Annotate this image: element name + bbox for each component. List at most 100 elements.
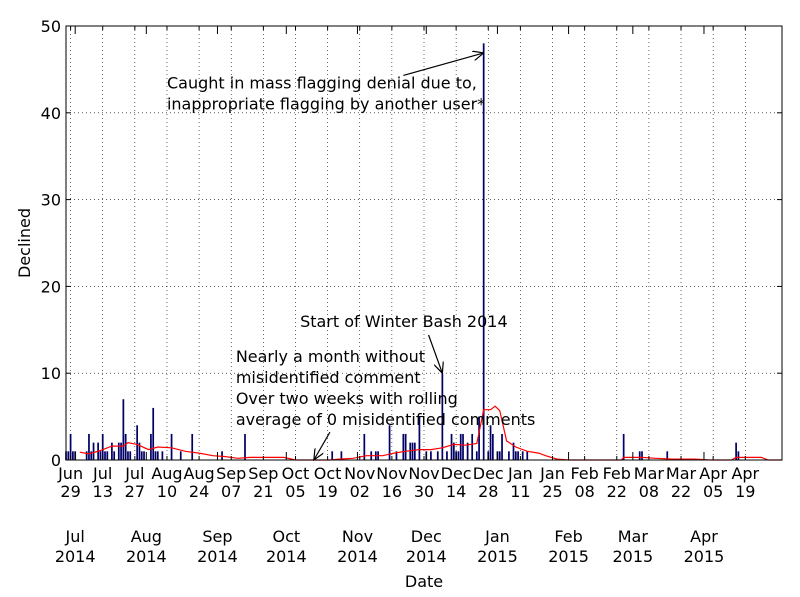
bar xyxy=(120,442,122,460)
bar xyxy=(88,433,90,460)
bar xyxy=(340,451,343,460)
y-tick-label: 50 xyxy=(41,17,61,36)
x-minor-tick-label-line: Jul xyxy=(92,464,112,483)
x-major-tick-label-line: 2014 xyxy=(126,547,167,566)
x-major-tick-label-line: 2014 xyxy=(197,547,238,566)
x-minor-tick-label-line: 02 xyxy=(350,482,370,501)
x-major-tick-label: Aug 2014 xyxy=(126,527,167,566)
x-major-tick-label-line: Nov xyxy=(342,527,373,546)
bar xyxy=(450,433,453,460)
annotation-text-line: misidentified comment xyxy=(236,368,421,387)
annotation-text-line: Start of Winter Bash 2014 xyxy=(300,312,508,331)
bar xyxy=(737,451,740,460)
bar xyxy=(441,373,444,460)
x-minor-tick-label-line: 05 xyxy=(285,482,305,501)
x-major-tick-label-line: Dec xyxy=(411,527,442,546)
bar xyxy=(170,433,173,460)
bar xyxy=(67,451,70,460)
bar xyxy=(106,451,109,460)
bar xyxy=(363,433,366,460)
annotation-text-line: Over two weeks with rolling xyxy=(236,389,458,408)
x-major-tick-label-line: 2014 xyxy=(406,547,447,566)
x-major-tick-label: Jan 2015 xyxy=(477,527,518,566)
bar xyxy=(622,433,625,460)
bar xyxy=(508,451,510,460)
annotations: Caught in mass flagging denial due to, in… xyxy=(167,53,535,460)
bar xyxy=(501,433,503,460)
bar xyxy=(117,442,120,460)
annotation-arrow xyxy=(403,53,483,77)
x-major-tick-label-line: Oct xyxy=(272,527,300,546)
bar xyxy=(466,442,469,460)
bar xyxy=(487,451,490,460)
bar xyxy=(388,425,391,460)
annotation-arrow xyxy=(428,334,443,373)
x-minor-tick-label: Oct 05 xyxy=(282,464,310,501)
x-minor-tick-label-line: 07 xyxy=(221,482,241,501)
x-major-tick-label-line: 2015 xyxy=(684,547,725,566)
bar xyxy=(161,451,164,460)
bar-series xyxy=(65,43,740,461)
x-major-tick-label-line: Jan xyxy=(484,527,510,546)
x-minor-tick-label: Aug 24 xyxy=(183,464,214,501)
bar xyxy=(104,451,106,460)
bar xyxy=(512,442,515,460)
x-minor-tick-label-line: 28 xyxy=(478,482,498,501)
y-axis-title: Declined xyxy=(15,208,34,278)
x-major-tick-label-line: 2014 xyxy=(55,547,96,566)
x-minor-tick-label-line: Aug xyxy=(183,464,214,483)
x-minor-tick-label-line: 24 xyxy=(189,482,209,501)
annotation-text-line: Caught in mass flagging denial due to, xyxy=(167,73,477,92)
x-minor-tick-label-line: Mar xyxy=(666,464,697,483)
x-minor-tick-label-line: Nov xyxy=(344,464,375,483)
bar xyxy=(489,425,492,460)
bar xyxy=(430,451,432,460)
x-minor-tick-label-line: Nov xyxy=(408,464,439,483)
x-minor-tick-label-line: Feb xyxy=(603,464,631,483)
x-minor-tick-label: Sep 21 xyxy=(248,464,278,501)
x-minor-tick-label-line: Jul xyxy=(124,464,144,483)
bar xyxy=(129,451,132,460)
bar xyxy=(471,433,474,460)
x-minor-tick-label: Jan 25 xyxy=(539,464,565,501)
bar xyxy=(179,451,182,460)
x-minor-tick-label-line: 25 xyxy=(542,482,562,501)
bar xyxy=(221,451,223,460)
bar xyxy=(152,407,155,460)
x-minor-tick-label-line: 10 xyxy=(157,482,177,501)
x-minor-tick-label-line: Dec xyxy=(441,464,472,483)
x-minor-tick-label-line: Feb xyxy=(570,464,598,483)
annotation-text: Nearly a month without misidentified comm… xyxy=(236,347,536,429)
x-minor-tick-label-line: 27 xyxy=(125,482,145,501)
x-minor-tick-label-line: 22 xyxy=(671,482,691,501)
x-minor-tick-label-line: 19 xyxy=(317,482,337,501)
x-minor-tick-label-line: Sep xyxy=(216,464,246,483)
bar xyxy=(446,451,448,460)
x-minor-tick-label: Jun 29 xyxy=(57,464,83,501)
x-minor-tick-label-line: 29 xyxy=(60,482,80,501)
bar xyxy=(638,451,641,460)
bar xyxy=(395,451,398,460)
x-major-tick-label: Oct 2014 xyxy=(266,527,307,566)
x-minor-tick-label: Apr 05 xyxy=(699,464,727,501)
x-major-tick-label-line: 2015 xyxy=(548,547,589,566)
bar xyxy=(452,442,455,460)
bar xyxy=(90,451,93,460)
annotation-arrow xyxy=(314,431,331,460)
x-minor-tick-label-line: Sep xyxy=(248,464,278,483)
x-minor-tick-label: Feb 08 xyxy=(570,464,598,501)
x-major-tick-label-line: Apr xyxy=(690,527,718,546)
annotation-text: Start of Winter Bash 2014 xyxy=(300,312,508,331)
x-minor-tick-label-line: Aug xyxy=(151,464,182,483)
x-major-tick-label-line: Jul xyxy=(65,527,85,546)
x-major-tick-label-line: Aug xyxy=(131,527,162,546)
x-major-tick-label: Apr 2015 xyxy=(684,527,725,566)
x-minor-tick-label: Nov 30 xyxy=(408,464,439,501)
bar xyxy=(735,442,737,460)
bar xyxy=(404,433,407,460)
x-minor-tick-label: Aug 10 xyxy=(151,464,182,501)
y-tick-label: 10 xyxy=(41,364,61,383)
annotation-mass-flagging: Caught in mass flagging denial due to, in… xyxy=(167,53,485,113)
